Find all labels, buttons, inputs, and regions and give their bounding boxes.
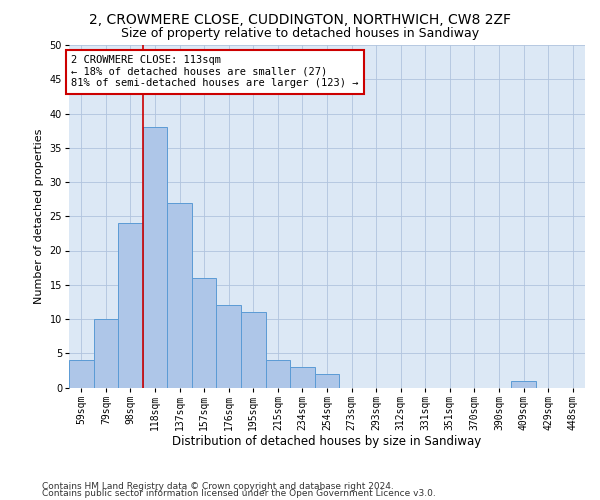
Bar [94, 319, 118, 388]
Bar [290, 367, 315, 388]
Text: Contains HM Land Registry data © Crown copyright and database right 2024.: Contains HM Land Registry data © Crown c… [42, 482, 394, 491]
Bar [192, 278, 217, 388]
Bar [143, 127, 167, 388]
Bar [241, 312, 266, 388]
Text: 2 CROWMERE CLOSE: 113sqm
← 18% of detached houses are smaller (27)
81% of semi-d: 2 CROWMERE CLOSE: 113sqm ← 18% of detach… [71, 56, 359, 88]
Bar [118, 223, 143, 388]
Bar [266, 360, 290, 388]
Text: Contains public sector information licensed under the Open Government Licence v3: Contains public sector information licen… [42, 489, 436, 498]
Y-axis label: Number of detached properties: Number of detached properties [34, 128, 44, 304]
Bar [69, 360, 94, 388]
Bar [511, 380, 536, 388]
Text: Size of property relative to detached houses in Sandiway: Size of property relative to detached ho… [121, 28, 479, 40]
X-axis label: Distribution of detached houses by size in Sandiway: Distribution of detached houses by size … [172, 435, 482, 448]
Text: 2, CROWMERE CLOSE, CUDDINGTON, NORTHWICH, CW8 2ZF: 2, CROWMERE CLOSE, CUDDINGTON, NORTHWICH… [89, 12, 511, 26]
Bar [217, 306, 241, 388]
Bar [315, 374, 339, 388]
Bar [167, 202, 192, 388]
